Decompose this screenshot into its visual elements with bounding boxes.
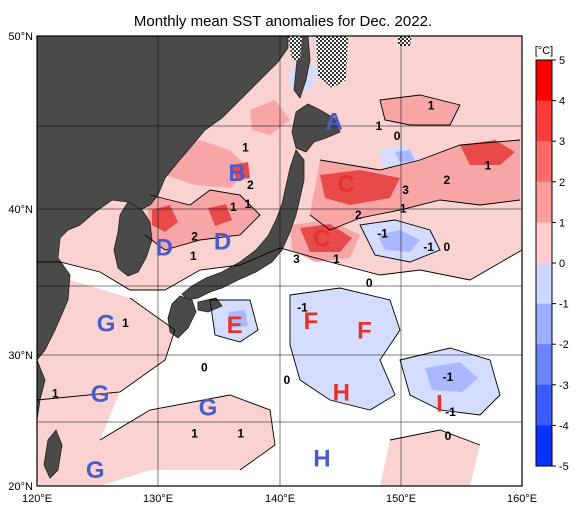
contour-label: 1	[122, 316, 129, 330]
region-label-h: H	[333, 380, 350, 407]
contour-label: 0	[201, 361, 208, 375]
region-label-g: G	[97, 311, 116, 338]
region-label-g: G	[199, 394, 218, 421]
lat-label-30: 30°N	[8, 350, 33, 362]
colorbar-cell	[536, 100, 552, 142]
graticule	[37, 36, 522, 486]
colorbar-tick-label: 0	[559, 258, 565, 270]
contour-label: 2	[355, 208, 362, 222]
lat-label-20: 20°N	[8, 481, 33, 493]
colorbar: [°C] 5 4 3 2 1 0 -1 -2 -3 -4 -5	[535, 45, 569, 473]
contour-label: 2	[247, 178, 254, 192]
contour-label: 1	[52, 386, 59, 400]
colorbar-unit: [°C]	[535, 45, 553, 57]
region-label-g: G	[86, 457, 105, 484]
contour-label: -1	[423, 240, 434, 254]
colorbar-tick-label: -1	[559, 299, 569, 311]
colorbar-cell	[536, 303, 552, 345]
contour-label: 1	[376, 119, 383, 133]
region-label-b: B	[228, 160, 245, 187]
colorbar-cell	[536, 141, 552, 183]
warm-anomaly-strong	[152, 140, 515, 252]
contour-label: 0	[443, 240, 450, 254]
colorbar-tick-label: 5	[559, 55, 565, 67]
colorbar-cell	[536, 344, 552, 386]
colorbar-cell	[536, 60, 552, 102]
colorbar-tick-label: -3	[559, 380, 569, 392]
contour-label: -1	[297, 300, 308, 314]
lon-label-130: 130°E	[143, 493, 173, 505]
contour-label: 1	[333, 252, 340, 266]
contour-label: 1	[245, 197, 252, 211]
colorbar-tick-label: -5	[559, 461, 569, 473]
colorbar-tick-label: -2	[559, 339, 569, 351]
contour-label: 0	[445, 429, 452, 443]
region-label-c: C	[313, 226, 330, 253]
lon-label-140: 140°E	[265, 493, 295, 505]
region-markers: A B C C D D E F F G G G G H H I	[86, 109, 443, 485]
lon-label-150: 150°E	[386, 493, 416, 505]
land-masses	[37, 36, 341, 479]
contour-label: 0	[394, 129, 401, 143]
contour-label: 1	[400, 202, 407, 216]
contour-label: 2	[191, 229, 198, 243]
lon-label-120: 120°E	[22, 493, 52, 505]
contour-label: 1	[485, 159, 492, 173]
region-label-i: I	[436, 390, 443, 417]
contour-lines	[37, 94, 522, 471]
lon-label-160: 160°E	[507, 493, 537, 505]
colorbar-cell	[536, 384, 552, 426]
sea-ice-hatch	[288, 36, 412, 88]
contour-label: -1	[443, 370, 454, 384]
contour-label: 1	[237, 426, 244, 440]
colorbar-ticks: 5 4 3 2 1 0 -1 -2 -3 -4 -5	[552, 55, 569, 473]
contour-label: 1	[190, 249, 197, 263]
contour-label: 1	[230, 200, 237, 214]
region-label-h: H	[313, 446, 330, 473]
cool-anomaly-medium	[228, 150, 478, 392]
map-frame	[36, 35, 523, 487]
lat-label-50: 50°N	[8, 31, 33, 43]
colorbar-tick-label: 1	[559, 217, 565, 229]
lat-label-40: 40°N	[8, 204, 33, 216]
region-label-f: F	[357, 318, 372, 345]
contour-label: -1	[445, 405, 456, 419]
region-label-f: F	[304, 308, 319, 335]
colorbar-cell	[536, 222, 552, 264]
contour-label: 0	[366, 276, 373, 290]
region-label-d: D	[214, 229, 231, 256]
lat-tick-labels: 50°N 40°N 30°N 20°N	[8, 31, 33, 493]
contour-label: 1	[191, 426, 198, 440]
region-label-g: G	[91, 381, 110, 408]
contour-label: 3	[293, 252, 300, 266]
contour-label: 0	[283, 373, 290, 387]
region-label-e: E	[227, 312, 243, 339]
colorbar-cell	[536, 263, 552, 305]
contour-label: 1	[242, 141, 249, 155]
contour-label: 1	[428, 98, 435, 112]
lon-tick-labels: 120°E 130°E 140°E 150°E 160°E	[22, 493, 537, 505]
colorbar-tick-label: 4	[559, 96, 565, 108]
contour-label: 2	[443, 173, 450, 187]
colorbar-cell	[536, 181, 552, 223]
colorbar-cell	[536, 425, 552, 467]
region-label-d: D	[156, 235, 173, 262]
colorbar-tick-label: 2	[559, 177, 565, 189]
colorbar-tick-label: 3	[559, 136, 565, 148]
colorbar-tick-label: -4	[559, 420, 569, 432]
map-title: Monthly mean SST anomalies for Dec. 2022…	[134, 13, 432, 30]
colorbar-cells	[536, 60, 552, 467]
contour-label: 3	[402, 183, 409, 197]
region-label-a: A	[325, 109, 342, 136]
contour-label: -1	[377, 226, 388, 240]
region-label-c: C	[338, 171, 355, 198]
